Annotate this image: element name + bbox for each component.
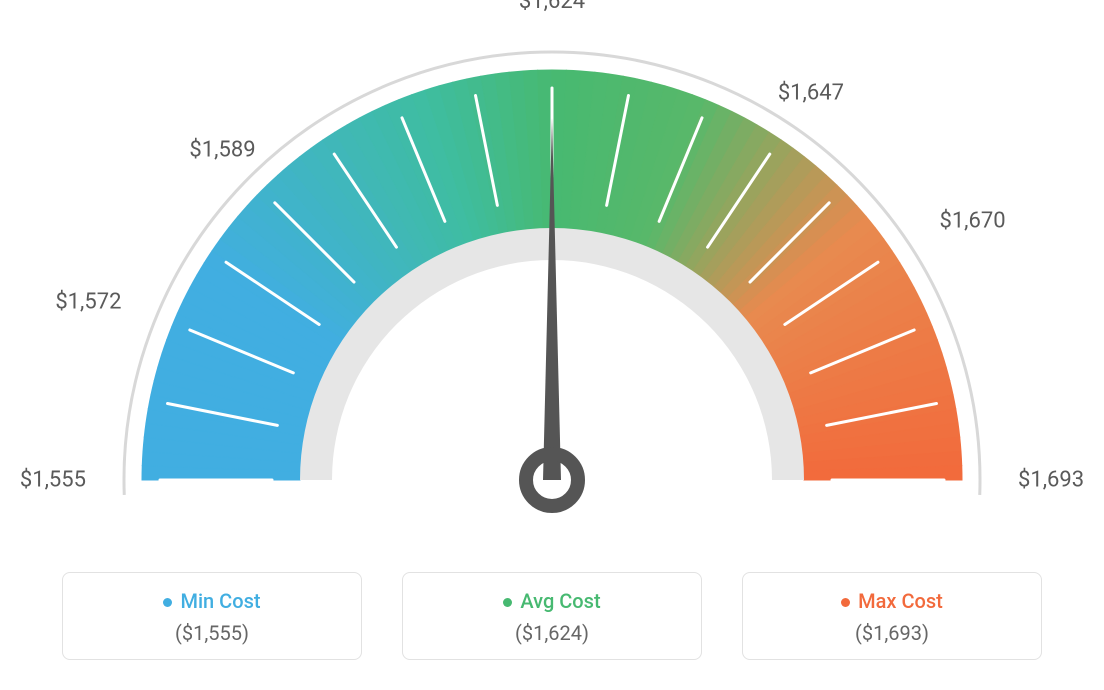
gauge-tick-label: $1,589 <box>189 138 255 163</box>
legend-dot-max <box>841 598 850 607</box>
legend-value-avg: ($1,624) <box>413 621 691 645</box>
legend-value-min: ($1,555) <box>73 621 351 645</box>
gauge-tick-label: $1,572 <box>55 289 121 314</box>
gauge-svg <box>52 10 1052 550</box>
gauge-tick-label: $1,670 <box>939 209 1005 234</box>
legend-card-avg: Avg Cost ($1,624) <box>402 572 702 660</box>
legend-card-max: Max Cost ($1,693) <box>742 572 1042 660</box>
gauge-tick-label: $1,647 <box>778 80 844 105</box>
gauge-chart: $1,555$1,572$1,589$1,624$1,647$1,670$1,6… <box>52 10 1052 550</box>
legend-dot-min <box>163 598 172 607</box>
legend-title-min: Min Cost <box>73 589 351 613</box>
gauge-tick-label: $1,624 <box>519 0 585 14</box>
legend-value-max: ($1,693) <box>753 621 1031 645</box>
legend-title-avg: Avg Cost <box>413 589 691 613</box>
gauge-tick-label: $1,555 <box>20 468 86 493</box>
gauge-tick-label: $1,693 <box>1018 468 1084 493</box>
legend-row: Min Cost ($1,555) Avg Cost ($1,624) Max … <box>0 572 1104 660</box>
legend-label-max: Max Cost <box>858 589 943 613</box>
legend-label-min: Min Cost <box>180 589 260 613</box>
legend-card-min: Min Cost ($1,555) <box>62 572 362 660</box>
legend-dot-avg <box>503 598 512 607</box>
legend-label-avg: Avg Cost <box>520 589 600 613</box>
legend-title-max: Max Cost <box>753 589 1031 613</box>
